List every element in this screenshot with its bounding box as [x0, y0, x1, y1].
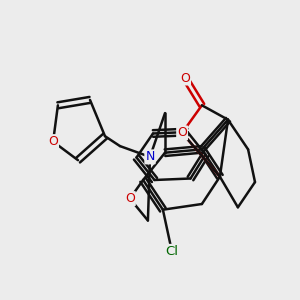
Text: O: O [125, 192, 135, 205]
Text: O: O [177, 126, 187, 140]
Text: O: O [48, 135, 58, 148]
Text: O: O [180, 71, 190, 85]
Text: Cl: Cl [165, 245, 178, 258]
Text: N: N [145, 150, 155, 164]
